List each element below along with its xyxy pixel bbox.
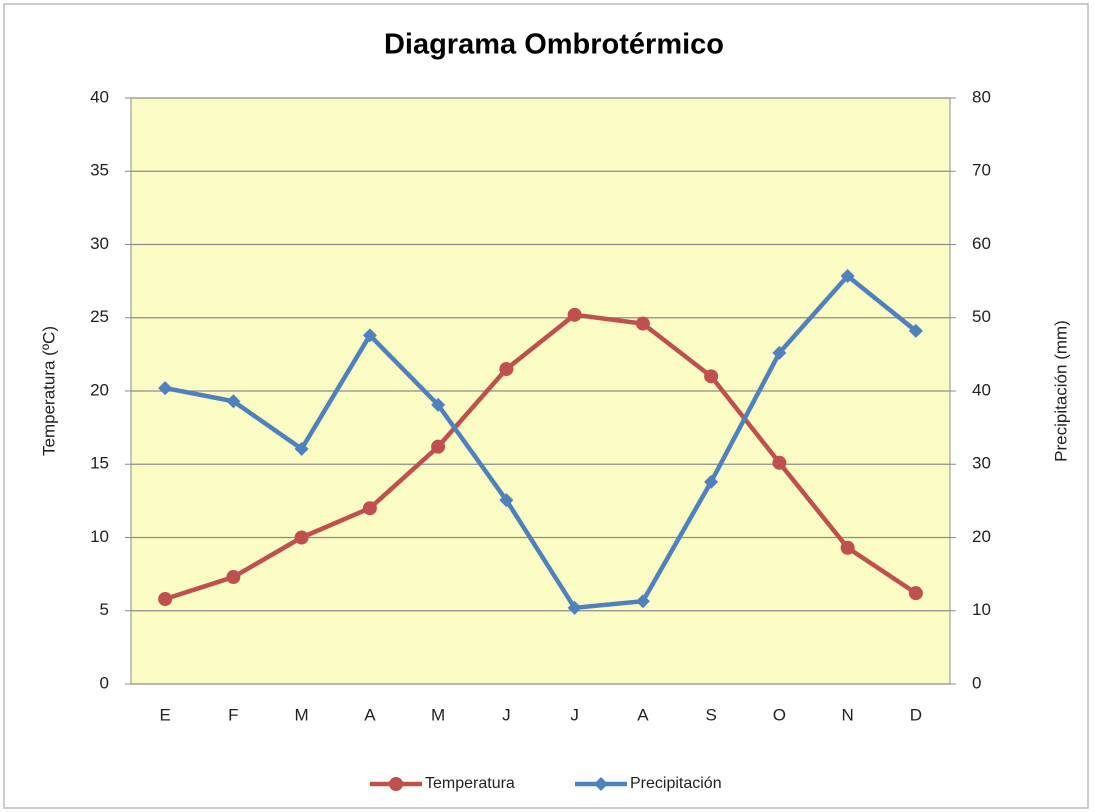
y-tick-label: 30	[90, 234, 109, 253]
data-point	[362, 328, 377, 343]
legend-label: Precipitación	[630, 775, 722, 792]
y2-tick-label: 10	[972, 600, 991, 619]
y-tick-label: 10	[90, 527, 109, 546]
x-tick-label: J	[502, 705, 511, 724]
data-point	[431, 439, 446, 454]
y2-tick-label: 40	[972, 380, 991, 399]
data-point	[635, 594, 650, 609]
data-point	[158, 381, 173, 396]
data-point	[226, 570, 241, 585]
data-point	[567, 307, 582, 322]
y2-tick-label: 80	[972, 87, 991, 106]
y-tick-label: 25	[90, 307, 109, 326]
legend-marker	[389, 777, 403, 791]
y-tick-label: 5	[100, 600, 109, 619]
chart-title: Diagrama Ombrotérmico	[384, 29, 724, 61]
y-axis-label: Temperatura (ºC)	[39, 326, 58, 456]
x-tick-label: M	[431, 705, 445, 724]
series-line	[164, 312, 918, 602]
data-point	[704, 369, 719, 384]
y-tick-label: 15	[90, 454, 109, 473]
legend-marker	[594, 777, 608, 791]
y2-tick-label: 60	[972, 234, 991, 253]
y-tick-label: 20	[90, 380, 109, 399]
y2-tick-label: 20	[972, 527, 991, 546]
y-tick-label: 40	[90, 87, 109, 106]
data-point	[772, 345, 787, 360]
y2-tick-label: 0	[972, 673, 981, 692]
x-tick-label: N	[841, 705, 853, 724]
x-tick-label: E	[159, 705, 170, 724]
y2-tick-label: 50	[972, 307, 991, 326]
y2-tick-label: 30	[972, 454, 991, 473]
x-tick-label: F	[228, 705, 238, 724]
data-point	[704, 474, 719, 489]
y2-tick-label: 70	[972, 161, 991, 180]
data-point	[908, 323, 923, 338]
x-tick-label: O	[773, 705, 786, 724]
data-point	[840, 268, 855, 283]
data-point	[567, 600, 582, 615]
data-point	[499, 493, 514, 508]
legend-label: Temperatura	[425, 775, 515, 792]
data-point	[499, 362, 514, 377]
x-tick-label: M	[295, 705, 309, 724]
series-line	[164, 273, 918, 611]
y-tick-label: 35	[90, 161, 109, 180]
data-point	[294, 441, 309, 456]
x-tick-label: A	[364, 705, 376, 724]
x-tick-label: A	[637, 705, 649, 724]
x-tick-label: J	[570, 705, 579, 724]
data-point	[362, 501, 377, 516]
y2-axis-label: Precipitación (mm)	[1051, 320, 1070, 462]
x-tick-label: S	[705, 705, 716, 724]
data-point	[772, 455, 787, 470]
data-point	[226, 394, 241, 409]
data-point	[294, 530, 309, 545]
data-point	[158, 592, 173, 607]
data-point	[840, 540, 855, 555]
data-point	[431, 397, 446, 412]
x-tick-label: D	[910, 705, 922, 724]
y-tick-label: 0	[100, 673, 109, 692]
data-point	[908, 586, 923, 601]
data-point	[635, 316, 650, 331]
